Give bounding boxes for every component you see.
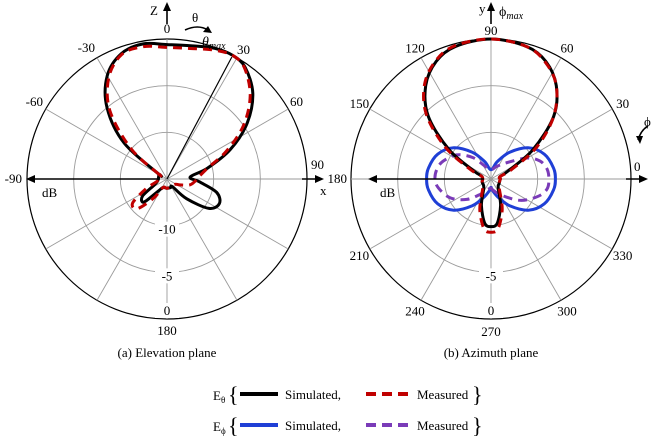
- legend-brace-close-2: }: [472, 413, 483, 438]
- x-axis-label: x: [320, 183, 327, 198]
- azimuth-angle-tick-label: 270: [481, 324, 501, 339]
- elevation-spoke: [96, 57, 168, 180]
- elevation-caption: (a) Elevation plane: [118, 345, 217, 360]
- azimuth-angle-tick-label: 90: [485, 23, 498, 38]
- legend-measured-2: Measured: [417, 418, 469, 433]
- azimuth-e-theta-measured-curve: [422, 37, 559, 234]
- elevation-series: [103, 41, 255, 211]
- phi-max-symbol: ϕ: [499, 5, 506, 20]
- z-axis-label: Z: [150, 3, 158, 18]
- azimuth-angle-tick-label: 300: [557, 304, 577, 319]
- legend-e-phi-prefix: E: [213, 419, 221, 434]
- phi-max-label: ϕmax: [499, 5, 524, 22]
- azimuth-angle-tick-label: 30: [616, 96, 629, 111]
- theta-label: θ: [192, 10, 198, 25]
- azimuth-caption: (b) Azimuth plane: [444, 345, 539, 360]
- phi-label: ϕ: [644, 114, 651, 129]
- legend-brace-open-1: {: [228, 382, 239, 407]
- elevation-spoke: [166, 108, 289, 180]
- theta-max-label: θmax: [202, 35, 226, 52]
- elevation-radial-label-bg: [155, 303, 179, 318]
- legend-simulated-1: Simulated,: [285, 387, 341, 402]
- legend-row-e-phi: Eϕ { Simulated, Measured }: [213, 413, 483, 438]
- azimuth-angle-tick-label: 150: [350, 96, 370, 111]
- legend-brace-open-2: {: [228, 413, 239, 438]
- legend-e-theta-prefix: E: [213, 388, 221, 403]
- elevation-angle-tick-label: 60: [290, 94, 303, 109]
- azimuth-spoke: [490, 57, 562, 180]
- theta-max-symbol: θ: [202, 35, 209, 50]
- azimuth-series: [422, 37, 559, 234]
- azimuth-annotations: y ϕmax ϕ dB: [368, 1, 651, 200]
- legend-e-theta-label: Eθ: [213, 388, 225, 405]
- azimuth-spoke: [420, 57, 492, 180]
- azimuth-radial-label-bg: [479, 268, 503, 284]
- elevation-e-theta-measured-curve: [105, 44, 252, 211]
- elevation-radial-tick-label: -10: [158, 222, 175, 237]
- legend-brace-close-1: }: [472, 382, 483, 407]
- azimuth-angle-tick-label: 120: [405, 40, 425, 55]
- elevation-radial-tick-label: -5: [162, 268, 173, 283]
- x-axis-arrowhead-b: [639, 175, 648, 183]
- phi-rotation-arrowhead: [636, 136, 643, 144]
- azimuth-spoke: [490, 178, 613, 250]
- elevation-spoke: [166, 57, 238, 180]
- theta-rotation-arrowhead: [203, 26, 212, 33]
- azimuth-angle-tick-label: 60: [561, 40, 574, 55]
- elevation-angle-tick-label: -90: [5, 171, 22, 186]
- db-arrowhead: [26, 175, 35, 183]
- y-axis-label: y: [479, 1, 486, 16]
- azimuth-radial-label-bg: [479, 303, 503, 318]
- elevation-angle-tick-label: 0: [164, 21, 171, 36]
- elevation-spoke: [45, 108, 168, 180]
- z-axis-arrowhead: [163, 2, 171, 11]
- azimuth-e-phi-measured-curve: [433, 153, 551, 202]
- db-arrowhead-b: [368, 175, 377, 183]
- elevation-radial-label-bg: [155, 221, 179, 237]
- azimuth-spoke: [369, 178, 492, 250]
- legend-e-phi-sub: ϕ: [221, 426, 226, 436]
- legend-row-e-theta: Eθ { Simulated, Measured }: [213, 382, 483, 407]
- azimuth-angle-tick-label: 210: [350, 248, 370, 263]
- azimuth-angle-tick-label: 0: [634, 159, 641, 174]
- elevation-angle-tick-label: 90: [311, 157, 324, 172]
- elevation-annotations: Z θ θmax x dB: [26, 2, 327, 200]
- elevation-spoke: [166, 178, 238, 301]
- y-axis-arrowhead: [487, 2, 495, 11]
- theta-rotation-arrow: [184, 26, 209, 31]
- x-axis-arrowhead: [315, 175, 324, 183]
- elevation-radial-tick-label: 0: [164, 303, 171, 318]
- elevation-spoke: [166, 178, 289, 250]
- phi-max-subscript: max: [506, 11, 523, 22]
- legend-measured-1: Measured: [417, 387, 469, 402]
- elevation-angle-tick-label: -30: [78, 40, 95, 55]
- azimuth-radial-tick-label: 0: [488, 303, 495, 318]
- elevation-spoke: [96, 178, 168, 301]
- legend-e-theta-sub: θ: [221, 395, 225, 405]
- legend-e-phi-label: Eϕ: [213, 419, 226, 436]
- azimuth-spoke: [420, 178, 492, 301]
- azimuth-e-phi-simulated-curve: [425, 146, 557, 212]
- elevation-e-theta-simulated-curve: [103, 41, 255, 211]
- db-label: dB: [42, 185, 58, 200]
- azimuth-angle-tick-label: 330: [613, 248, 633, 263]
- azimuth-angle-tick-label: 180: [328, 171, 348, 186]
- theta-max-subscript: max: [209, 41, 226, 52]
- azimuth-spoke: [490, 178, 562, 301]
- azimuth-radial-tick-label: -5: [486, 268, 497, 283]
- legend: Eθ { Simulated, Measured } Eϕ { Simulate…: [213, 382, 483, 438]
- db-label-b: dB: [380, 185, 396, 200]
- theta-max-arrow: [166, 56, 233, 180]
- elevation-angle-tick-label: -60: [26, 94, 43, 109]
- elevation-angle-tick-label: 180: [157, 323, 177, 338]
- elevation-radial-label-bg: [155, 268, 179, 284]
- azimuth-angle-tick-label: 240: [405, 304, 425, 319]
- elevation-angle-tick-label: 30: [237, 42, 250, 57]
- legend-simulated-2: Simulated,: [285, 418, 341, 433]
